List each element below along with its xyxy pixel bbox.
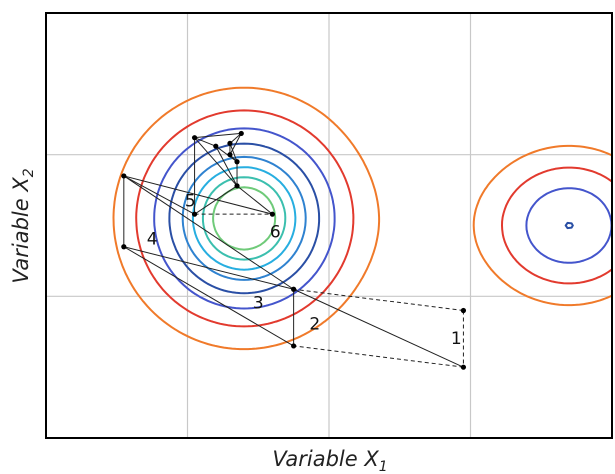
simplex-edge xyxy=(293,288,464,311)
simplex-vertex xyxy=(269,211,275,217)
simplex-vertex xyxy=(121,173,127,179)
simplex-edge xyxy=(123,246,294,290)
contour-line xyxy=(153,127,612,310)
plot-frame xyxy=(45,12,613,439)
step-label-6: 6 xyxy=(270,223,281,243)
simplex-vertex xyxy=(121,244,127,250)
simplex-edge xyxy=(293,345,464,368)
y-axis-label-subscript: 2 xyxy=(21,168,37,177)
simplex-vertex xyxy=(191,135,198,141)
x-axis-label: Variable X1 xyxy=(272,447,387,474)
simplex-edge xyxy=(194,137,238,187)
simplex-edge xyxy=(123,246,294,347)
step-label-4: 4 xyxy=(147,230,158,250)
simplex-edge xyxy=(229,143,238,162)
simplex-vertex xyxy=(191,211,198,217)
simplex-edge xyxy=(194,132,242,139)
simplex-edge xyxy=(236,185,273,215)
simplex-edge xyxy=(215,145,238,163)
simplex-vertex xyxy=(227,140,233,146)
simplex-edge xyxy=(194,185,238,215)
x-axis-label-text: Variable xyxy=(272,447,357,471)
simplex-edge xyxy=(293,288,464,368)
simplex-vertex xyxy=(227,152,233,158)
simplex-vertex xyxy=(213,143,219,149)
simplex-edge xyxy=(215,145,238,187)
simplex-vertex xyxy=(234,183,240,189)
simplex-edge xyxy=(194,137,216,147)
step-label-5: 5 xyxy=(185,191,196,211)
simplex-edge xyxy=(123,175,294,290)
y-axis-label-text: Variable xyxy=(9,198,33,283)
contour-line xyxy=(201,176,287,261)
x-axis-label-subscript: 1 xyxy=(379,459,388,474)
simplex-vertex xyxy=(291,286,297,292)
simplex-vertex xyxy=(238,130,244,137)
contour-lines xyxy=(112,86,612,351)
contour-line xyxy=(181,155,307,281)
step-label-1: 1 xyxy=(451,329,462,349)
y-axis-label: Variable X2 xyxy=(9,168,37,283)
simplex-edge xyxy=(123,175,273,215)
contour-line xyxy=(112,86,612,351)
simplex-vertex xyxy=(460,307,467,314)
simplex-vertex xyxy=(291,343,297,349)
step-labels: 1 2 3 4 5 6 xyxy=(147,191,462,348)
y-axis-label-variable: X xyxy=(9,177,33,193)
simplex-vertex xyxy=(234,159,240,165)
simplex-path xyxy=(121,130,467,370)
simplex-vertex xyxy=(460,364,467,370)
step-label-3: 3 xyxy=(253,293,264,313)
simplex-edge xyxy=(123,175,195,215)
contour-line xyxy=(168,142,574,295)
simplex-edge xyxy=(229,133,242,155)
step-label-2: 2 xyxy=(309,315,320,335)
x-axis-label-variable: X xyxy=(363,447,379,471)
contour-line xyxy=(135,109,612,328)
